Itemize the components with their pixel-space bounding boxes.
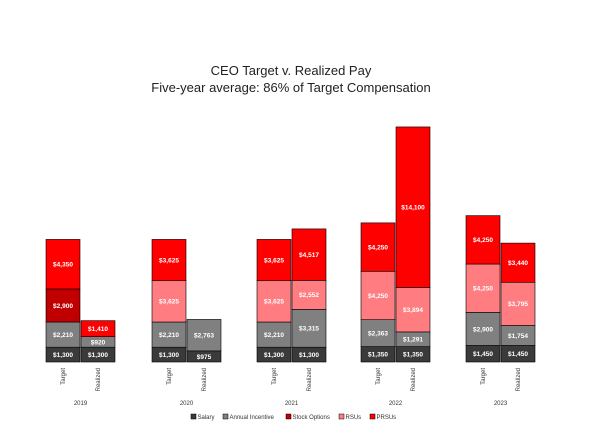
bar-segment-2021-realized-annual-incentive xyxy=(291,309,327,348)
data-label: $3,894 xyxy=(403,307,423,314)
legend-label: Salary xyxy=(198,415,215,421)
bar-kind-label: Target xyxy=(61,368,67,385)
legend-label: Stock Options xyxy=(293,415,330,421)
data-label: $1,300 xyxy=(264,352,284,359)
legend-swatch-rsus xyxy=(338,413,345,420)
bar-segment-2022-target-annual-incentive xyxy=(360,319,396,347)
legend-swatch-salary xyxy=(190,413,197,420)
year-label: 2022 xyxy=(389,401,403,407)
bar-kind-label: Realized xyxy=(96,368,102,391)
data-label: $2,900 xyxy=(473,326,493,333)
bar-segment-2022-realized-prsus xyxy=(395,126,431,288)
bar-segment-2021-realized-prsus xyxy=(291,228,327,281)
data-label: $4,250 xyxy=(368,293,388,300)
data-label: $4,250 xyxy=(368,244,388,251)
bar-kind-label: Target xyxy=(481,368,487,385)
legend-label: RSUs xyxy=(346,415,362,421)
bar-segment-2021-realized-rsus xyxy=(291,280,327,310)
bar-segment-2019-target-prsus xyxy=(45,239,81,290)
bars-layer: $1,300 $2,210 $2,900 $4,350 $1,300 $920 $1,410… xyxy=(45,126,536,363)
bar-kind-label: Realized xyxy=(411,368,417,391)
data-label: $4,250 xyxy=(473,237,493,244)
data-label: $1,300 xyxy=(299,352,319,359)
chart-title: CEO Target v. Realized Pay xyxy=(211,63,372,78)
data-label: $4,250 xyxy=(473,286,493,293)
data-label: $975 xyxy=(197,354,212,361)
legend-swatch-prsus xyxy=(369,413,376,420)
data-label: $3,625 xyxy=(264,257,284,264)
data-label: $3,440 xyxy=(508,260,528,267)
bar-segment-2020-target-prsus xyxy=(151,239,187,282)
data-label: $1,300 xyxy=(159,352,179,359)
bar-kind-label: Target xyxy=(167,368,173,385)
data-label: $3,795 xyxy=(508,301,528,308)
year-label: 2023 xyxy=(494,401,508,407)
data-label: $1,350 xyxy=(368,352,388,359)
bar-segment-2022-target-prsus xyxy=(360,222,396,272)
bar-segment-2021-target-prsus xyxy=(256,239,292,282)
data-label: $1,291 xyxy=(403,337,423,344)
bar-segment-2020-target-rsus xyxy=(151,280,187,323)
data-label: $3,625 xyxy=(264,299,284,306)
year-label: 2020 xyxy=(180,401,194,407)
bar-segment-2022-realized-rsus xyxy=(395,287,431,333)
data-label: $14,100 xyxy=(401,205,425,212)
bar-segment-2023-realized-rsus xyxy=(500,281,536,326)
data-label: $2,210 xyxy=(159,332,179,339)
data-label: $2,210 xyxy=(264,332,284,339)
legend-label: Annual Incentive xyxy=(230,415,275,421)
data-label: $4,350 xyxy=(53,262,73,269)
legend-swatch-stock-options xyxy=(285,413,292,420)
data-label: $3,625 xyxy=(159,299,179,306)
data-label: $1,450 xyxy=(473,351,493,358)
bar-segment-2019-realized-prsus xyxy=(80,320,116,338)
axis-layer: Target Realized 2019 Target Realized 2020 Targ… xyxy=(61,368,522,407)
data-label: $920 xyxy=(91,339,106,346)
bar-kind-label: Target xyxy=(272,368,278,385)
bar-segment-2023-target-prsus xyxy=(465,215,501,265)
data-label: $1,300 xyxy=(88,352,108,359)
year-label: 2019 xyxy=(74,401,88,407)
data-label: $1,350 xyxy=(403,352,423,359)
data-label: $2,763 xyxy=(194,332,214,339)
data-label: $1,300 xyxy=(53,352,73,359)
data-label: $2,552 xyxy=(299,292,319,299)
legend-swatch-annual-incentive xyxy=(222,413,229,420)
data-label: $2,900 xyxy=(53,303,73,310)
data-label: $2,363 xyxy=(368,330,388,337)
chart-subtitle: Five-year average: 86% of Target Compens… xyxy=(151,80,430,95)
bar-segment-2019-target-annual-incentive xyxy=(45,321,81,348)
data-label: $3,625 xyxy=(159,257,179,264)
data-label: $3,315 xyxy=(299,326,319,333)
bar-kind-label: Realized xyxy=(307,368,313,391)
bar-segment-2020-realized-annual-incentive xyxy=(186,319,222,352)
data-label: $1,410 xyxy=(88,326,108,333)
bar-segment-2022-target-rsus xyxy=(360,270,396,321)
legend: Salary Annual Incentive Stock Options RSUs P… xyxy=(190,413,397,421)
bar-segment-2021-target-annual-incentive xyxy=(256,321,292,348)
bar-segment-2023-target-annual-incentive xyxy=(465,312,501,346)
bar-kind-label: Realized xyxy=(516,368,522,391)
data-label: $2,210 xyxy=(53,332,73,339)
data-label: $1,450 xyxy=(508,351,528,358)
bar-kind-label: Target xyxy=(376,368,382,385)
data-label: $4,517 xyxy=(299,252,319,259)
legend-label: PRSUs xyxy=(377,415,397,421)
data-label: $1,754 xyxy=(508,333,528,340)
bar-segment-2021-target-rsus xyxy=(256,280,292,323)
bar-kind-label: Realized xyxy=(202,368,208,391)
bar-segment-2023-realized-prsus xyxy=(500,242,536,283)
year-label: 2021 xyxy=(285,401,299,407)
